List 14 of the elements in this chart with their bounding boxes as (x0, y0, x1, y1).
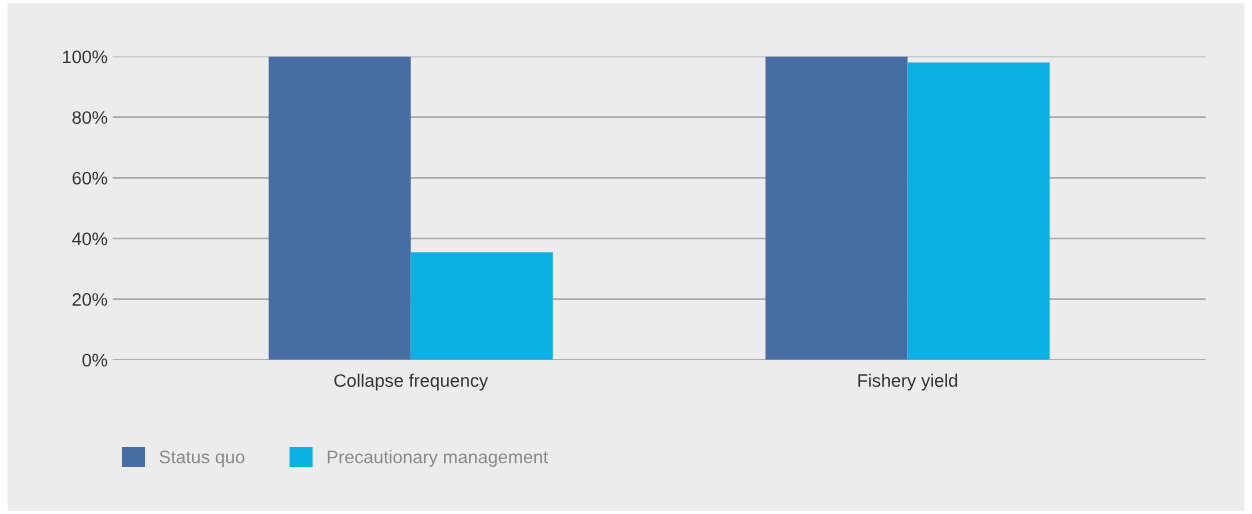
legend-label: Status quo (159, 450, 245, 467)
y-tick-label: 80% (72, 111, 108, 124)
legend-label: Precautionary management (327, 450, 549, 467)
y-tick-label: 0% (82, 353, 108, 367)
bar (765, 56, 908, 360)
y-tick-label: 20% (72, 293, 108, 306)
bar (907, 62, 1050, 360)
y-tick-label: 100% (63, 50, 108, 64)
bar (268, 56, 411, 360)
bar (410, 252, 553, 360)
x-tick-label: Fishery yield (858, 373, 958, 391)
y-tick-label: 40% (72, 232, 108, 246)
y-tick-label: 60% (72, 171, 108, 185)
x-tick-label: Collapse frequency (334, 373, 489, 391)
